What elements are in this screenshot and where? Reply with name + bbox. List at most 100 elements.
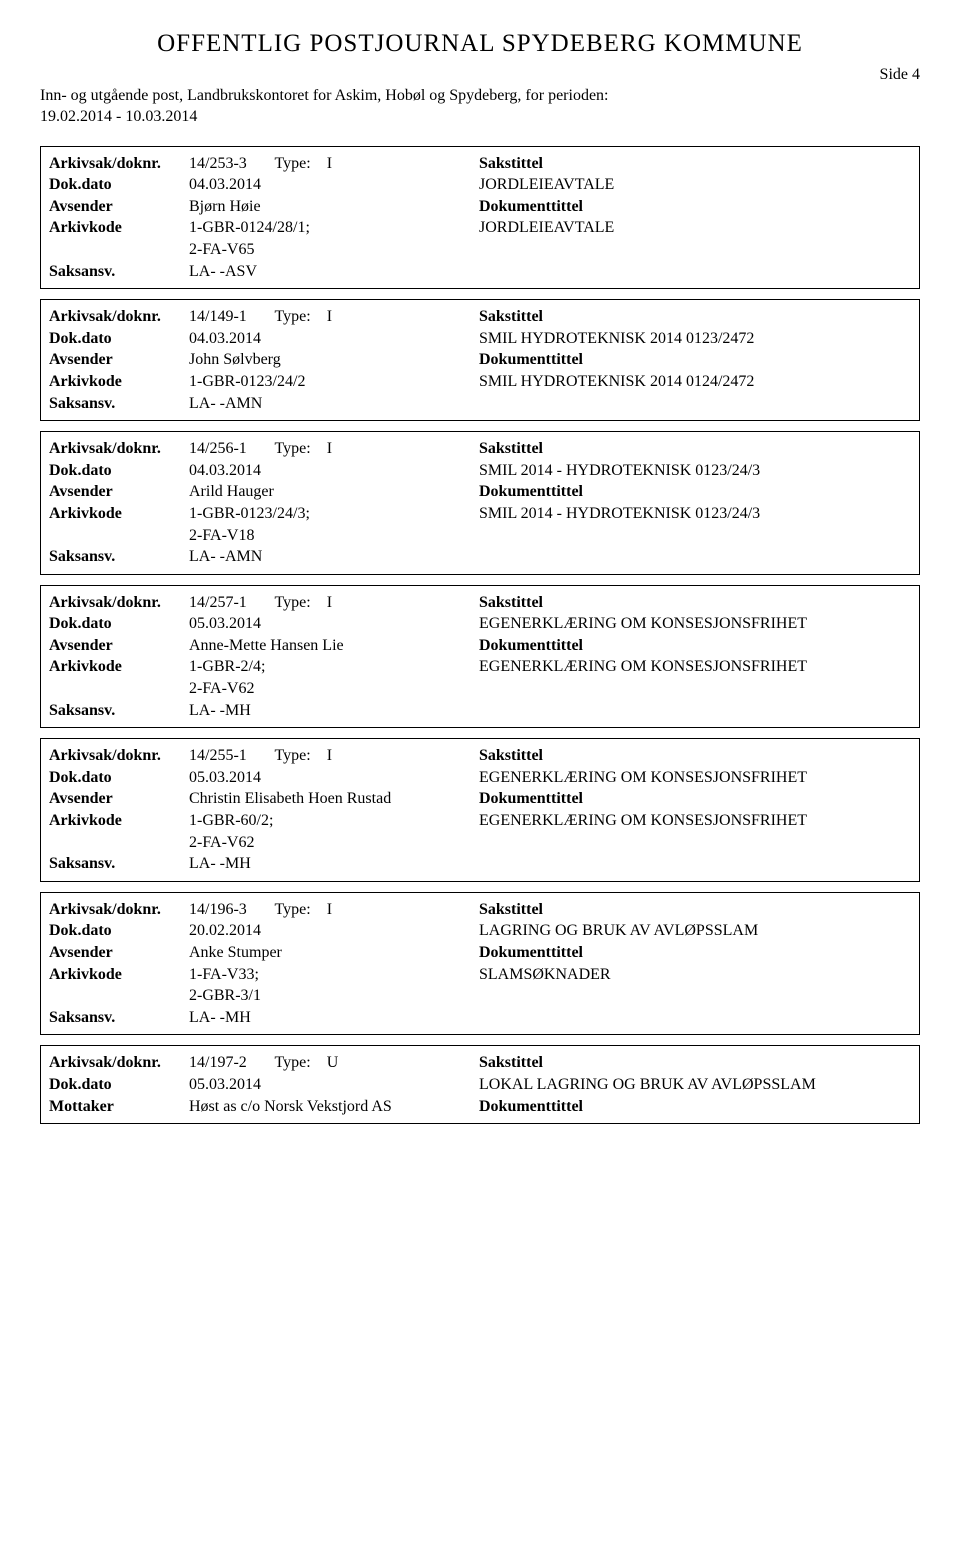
party-value: Høst as c/o Norsk Vekstjord AS bbox=[189, 1096, 479, 1118]
label-party: Avsender bbox=[49, 481, 189, 503]
label-party: Avsender bbox=[49, 942, 189, 964]
dokdato-value: 05.03.2014 bbox=[189, 613, 479, 635]
dokumenttittel-text: SLAMSØKNADER bbox=[479, 964, 911, 986]
arkivsak-value: 14/253-3 Type: I bbox=[189, 153, 479, 175]
label-arkivsak: Arkivsak/doknr. bbox=[49, 899, 189, 921]
label-dokdato: Dok.dato bbox=[49, 460, 189, 482]
label-dokdato: Dok.dato bbox=[49, 328, 189, 350]
label-arkivkode: Arkivkode bbox=[49, 503, 189, 525]
label-party: Mottaker bbox=[49, 1096, 189, 1118]
dokumenttittel-text: EGENERKLÆRING OM KONSESJONSFRIHET bbox=[479, 656, 911, 678]
arkivsak-value: 14/256-1 Type: I bbox=[189, 438, 479, 460]
label-dokdato: Dok.dato bbox=[49, 920, 189, 942]
label-arkivkode: Arkivkode bbox=[49, 371, 189, 393]
header-block: Side 4 Inn- og utgående post, Landbruksk… bbox=[40, 66, 920, 128]
journal-entry: Arkivsak/doknr.14/257-1 Type: ISakstitte… bbox=[40, 585, 920, 729]
label-party: Avsender bbox=[49, 635, 189, 657]
sakstittel-text: EGENERKLÆRING OM KONSESJONSFRIHET bbox=[479, 613, 911, 635]
label-party: Avsender bbox=[49, 788, 189, 810]
label-dokdato: Dok.dato bbox=[49, 174, 189, 196]
party-value: Anke Stumper bbox=[189, 942, 479, 964]
label-saksansv: Saksansv. bbox=[49, 1007, 189, 1029]
label-sakstittel: Sakstittel bbox=[479, 745, 911, 767]
arkivkode-value: 1-GBR-60/2; 2-FA-V62 bbox=[189, 810, 479, 853]
sakstittel-text: SMIL 2014 - HYDROTEKNISK 0123/24/3 bbox=[479, 460, 911, 482]
dokdato-value: 05.03.2014 bbox=[189, 767, 479, 789]
dokdato-value: 04.03.2014 bbox=[189, 174, 479, 196]
party-value: Arild Hauger bbox=[189, 481, 479, 503]
saksansv-value: LA- -MH bbox=[189, 853, 479, 875]
subtitle-line-1: Inn- og utgående post, Landbrukskontoret… bbox=[40, 86, 920, 107]
arkivsak-value: 14/257-1 Type: I bbox=[189, 592, 479, 614]
journal-entry: Arkivsak/doknr.14/196-3 Type: ISakstitte… bbox=[40, 892, 920, 1036]
label-arkivsak: Arkivsak/doknr. bbox=[49, 1052, 189, 1074]
label-saksansv: Saksansv. bbox=[49, 546, 189, 568]
label-saksansv: Saksansv. bbox=[49, 853, 189, 875]
label-arkivkode: Arkivkode bbox=[49, 656, 189, 678]
dokumenttittel-text: SMIL 2014 - HYDROTEKNISK 0123/24/3 bbox=[479, 503, 911, 525]
label-sakstittel: Sakstittel bbox=[479, 306, 911, 328]
journal-entry: Arkivsak/doknr.14/253-3 Type: ISakstitte… bbox=[40, 146, 920, 290]
dokdato-value: 04.03.2014 bbox=[189, 328, 479, 350]
arkivkode-value: 1-GBR-2/4; 2-FA-V62 bbox=[189, 656, 479, 699]
dokumenttittel-text: SMIL HYDROTEKNISK 2014 0124/2472 bbox=[479, 371, 911, 393]
arkivkode-value: 1-GBR-0123/24/2 bbox=[189, 371, 479, 393]
label-arkivkode: Arkivkode bbox=[49, 810, 189, 832]
saksansv-value: LA- -AMN bbox=[189, 393, 479, 415]
arkivsak-value: 14/197-2 Type: U bbox=[189, 1052, 479, 1074]
sakstittel-text: JORDLEIEAVTALE bbox=[479, 174, 911, 196]
arkivkode-value: 1-GBR-0124/28/1; 2-FA-V65 bbox=[189, 217, 479, 260]
label-sakstittel: Sakstittel bbox=[479, 899, 911, 921]
label-sakstittel: Sakstittel bbox=[479, 1052, 911, 1074]
party-value: Bjørn Høie bbox=[189, 196, 479, 218]
sakstittel-text: LAGRING OG BRUK AV AVLØPSSLAM bbox=[479, 920, 911, 942]
arkivkode-value: 1-GBR-0123/24/3; 2-FA-V18 bbox=[189, 503, 479, 546]
sakstittel-text: EGENERKLÆRING OM KONSESJONSFRIHET bbox=[479, 767, 911, 789]
subtitle-line-2: 19.02.2014 - 10.03.2014 bbox=[40, 107, 920, 128]
label-dokdato: Dok.dato bbox=[49, 613, 189, 635]
label-sakstittel: Sakstittel bbox=[479, 153, 911, 175]
label-arkivkode: Arkivkode bbox=[49, 217, 189, 239]
label-party: Avsender bbox=[49, 349, 189, 371]
label-arkivsak: Arkivsak/doknr. bbox=[49, 306, 189, 328]
journal-entry: Arkivsak/doknr.14/256-1 Type: ISakstitte… bbox=[40, 431, 920, 575]
label-arkivsak: Arkivsak/doknr. bbox=[49, 153, 189, 175]
saksansv-value: LA- -ASV bbox=[189, 261, 479, 283]
label-dokumenttittel: Dokumenttittel bbox=[479, 635, 911, 657]
label-saksansv: Saksansv. bbox=[49, 261, 189, 283]
label-dokumenttittel: Dokumenttittel bbox=[479, 481, 911, 503]
arkivkode-value: 1-FA-V33; 2-GBR-3/1 bbox=[189, 964, 479, 1007]
label-dokumenttittel: Dokumenttittel bbox=[479, 788, 911, 810]
arkivsak-value: 14/149-1 Type: I bbox=[189, 306, 479, 328]
party-value: John Sølvberg bbox=[189, 349, 479, 371]
page-number: Side 4 bbox=[40, 66, 920, 84]
journal-entry: Arkivsak/doknr.14/149-1 Type: ISakstitte… bbox=[40, 299, 920, 421]
dokumenttittel-text: EGENERKLÆRING OM KONSESJONSFRIHET bbox=[479, 810, 911, 832]
label-arkivsak: Arkivsak/doknr. bbox=[49, 745, 189, 767]
dokdato-value: 05.03.2014 bbox=[189, 1074, 479, 1096]
arkivsak-value: 14/196-3 Type: I bbox=[189, 899, 479, 921]
label-party: Avsender bbox=[49, 196, 189, 218]
label-dokumenttittel: Dokumenttittel bbox=[479, 349, 911, 371]
label-arkivsak: Arkivsak/doknr. bbox=[49, 592, 189, 614]
label-arkivsak: Arkivsak/doknr. bbox=[49, 438, 189, 460]
journal-entry: Arkivsak/doknr.14/197-2 Type: USakstitte… bbox=[40, 1045, 920, 1124]
dokdato-value: 04.03.2014 bbox=[189, 460, 479, 482]
label-saksansv: Saksansv. bbox=[49, 393, 189, 415]
sakstittel-text: SMIL HYDROTEKNISK 2014 0123/2472 bbox=[479, 328, 911, 350]
entries-container: Arkivsak/doknr.14/253-3 Type: ISakstitte… bbox=[40, 146, 920, 1125]
label-dokdato: Dok.dato bbox=[49, 1074, 189, 1096]
dokumenttittel-text: JORDLEIEAVTALE bbox=[479, 217, 911, 239]
party-value: Anne-Mette Hansen Lie bbox=[189, 635, 479, 657]
label-dokumenttittel: Dokumenttittel bbox=[479, 1096, 911, 1118]
label-arkivkode: Arkivkode bbox=[49, 964, 189, 986]
sakstittel-text: LOKAL LAGRING OG BRUK AV AVLØPSSLAM bbox=[479, 1074, 911, 1096]
label-dokdato: Dok.dato bbox=[49, 767, 189, 789]
saksansv-value: LA- -AMN bbox=[189, 546, 479, 568]
label-saksansv: Saksansv. bbox=[49, 700, 189, 722]
page-title: OFFENTLIG POSTJOURNAL SPYDEBERG KOMMUNE bbox=[40, 30, 920, 58]
arkivsak-value: 14/255-1 Type: I bbox=[189, 745, 479, 767]
dokdato-value: 20.02.2014 bbox=[189, 920, 479, 942]
label-dokumenttittel: Dokumenttittel bbox=[479, 196, 911, 218]
saksansv-value: LA- -MH bbox=[189, 700, 479, 722]
